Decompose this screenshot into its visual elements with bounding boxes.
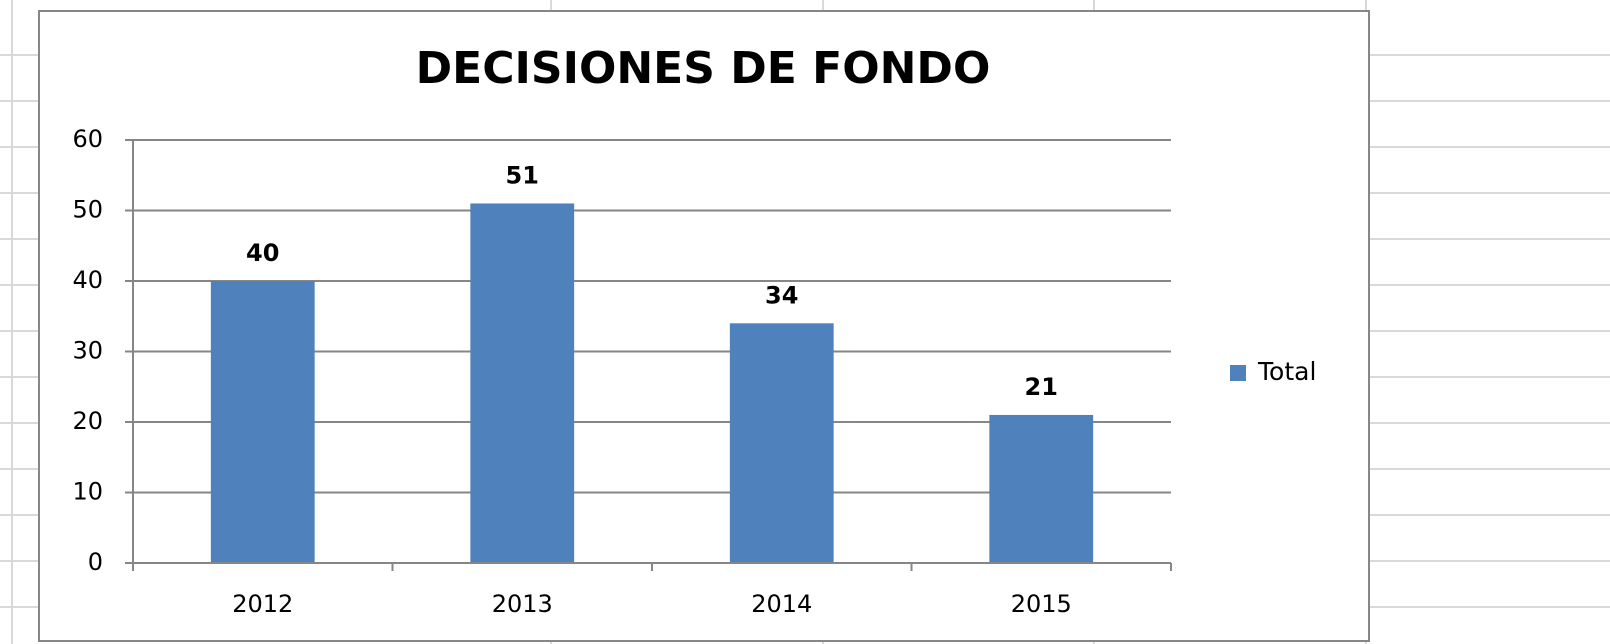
bar — [729, 323, 834, 563]
x-tick-label: 2014 — [751, 590, 812, 618]
bar — [470, 203, 575, 563]
x-tick-label: 2013 — [492, 590, 553, 618]
y-tick-label: 60 — [72, 125, 103, 153]
data-label: 34 — [765, 281, 798, 309]
chart-title: DECISIONES DE FONDO — [416, 43, 991, 94]
x-tick-label: 2015 — [1011, 590, 1072, 618]
bar — [210, 281, 315, 563]
bar — [989, 414, 1094, 563]
data-label: 51 — [506, 161, 539, 189]
legend-label: Total — [1257, 357, 1316, 386]
legend-swatch — [1230, 365, 1246, 381]
x-tick-label: 2012 — [232, 590, 293, 618]
data-label: 40 — [246, 239, 279, 267]
data-label: 21 — [1025, 373, 1058, 401]
y-tick-label: 0 — [88, 548, 103, 576]
y-tick-label: 30 — [72, 337, 103, 365]
y-tick-label: 10 — [72, 478, 103, 506]
y-tick-label: 50 — [72, 196, 103, 224]
y-tick-label: 40 — [72, 266, 103, 294]
y-tick-label: 20 — [72, 407, 103, 435]
